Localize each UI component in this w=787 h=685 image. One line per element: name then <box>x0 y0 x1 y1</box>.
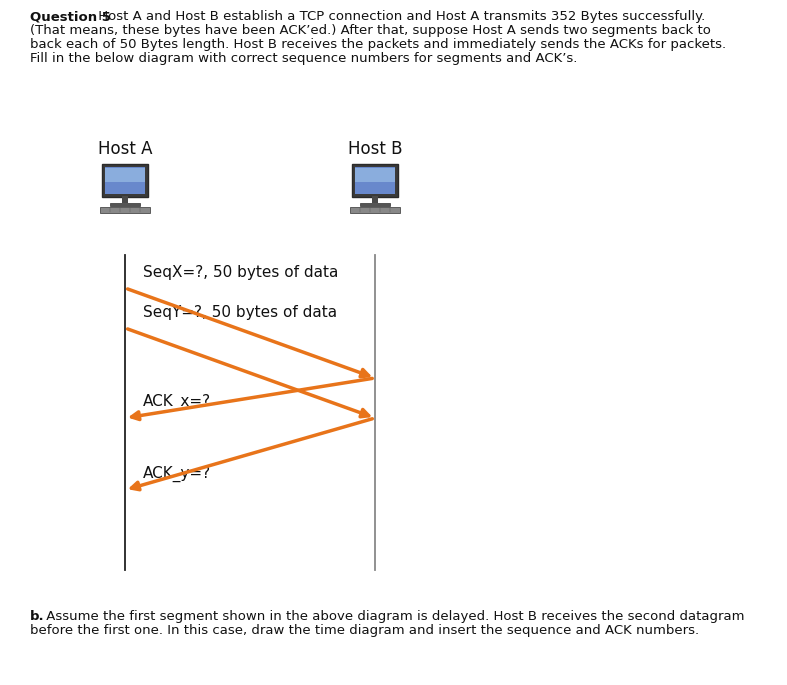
FancyBboxPatch shape <box>352 164 398 197</box>
Bar <box>122 196 127 203</box>
Bar <box>110 203 140 206</box>
Bar <box>372 196 378 203</box>
Bar <box>360 203 390 206</box>
Text: (That means, these bytes have been ACK’ed.) After that, suppose Host A sends two: (That means, these bytes have been ACK’e… <box>30 24 711 37</box>
Bar <box>105 166 146 194</box>
Text: b.: b. <box>30 610 45 623</box>
Bar <box>355 169 395 182</box>
Text: ACK_y=?: ACK_y=? <box>143 466 211 482</box>
FancyBboxPatch shape <box>102 164 149 197</box>
Text: Fill in the below diagram with correct sequence numbers for segments and ACK’s.: Fill in the below diagram with correct s… <box>30 52 578 65</box>
Bar <box>355 166 395 194</box>
Text: ACK_x=?: ACK_x=? <box>143 394 211 410</box>
Text: Question 5: Question 5 <box>30 10 111 23</box>
Text: SeqX=?, 50 bytes of data: SeqX=?, 50 bytes of data <box>143 265 338 280</box>
Text: SeqY=?, 50 bytes of data: SeqY=?, 50 bytes of data <box>143 305 337 320</box>
Text: before the first one. In this case, draw the time diagram and insert the sequenc: before the first one. In this case, draw… <box>30 624 699 637</box>
Text: back each of 50 Bytes length. Host B receives the packets and immediately sends : back each of 50 Bytes length. Host B rec… <box>30 38 726 51</box>
Text: Host A and Host B establish a TCP connection and Host A transmits 352 Bytes succ: Host A and Host B establish a TCP connec… <box>94 10 705 23</box>
FancyBboxPatch shape <box>350 208 400 213</box>
Text: Host A: Host A <box>98 140 152 158</box>
Text: Assume the first segment shown in the above diagram is delayed. Host B receives : Assume the first segment shown in the ab… <box>42 610 745 623</box>
FancyBboxPatch shape <box>101 208 150 213</box>
Bar <box>105 169 146 182</box>
Text: Host B: Host B <box>348 140 402 158</box>
